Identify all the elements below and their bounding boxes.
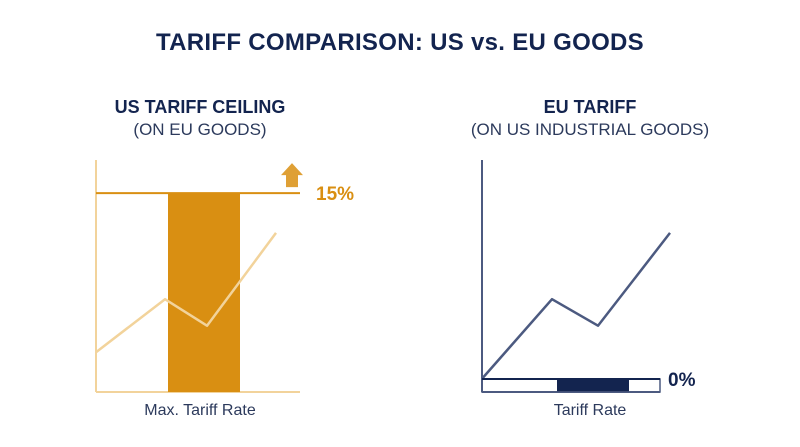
eu-x-axis-label: Tariff Rate xyxy=(553,402,627,419)
up-arrow-icon xyxy=(281,163,303,188)
us-trend-line xyxy=(95,232,278,354)
us-value-label: 15% xyxy=(316,184,354,205)
eu-trend-line xyxy=(481,232,671,380)
eu-value-label: 0% xyxy=(668,370,696,391)
us-panel-title: US TARIFF CEILING xyxy=(114,97,286,117)
eu-panel-title: EU TARIFF xyxy=(543,97,637,117)
us-x-axis-label: Max. Tariff Rate xyxy=(144,402,256,419)
eu-panel-subtitle: (ON US INDUSTRIAL GOODS) xyxy=(470,120,710,139)
us-bar xyxy=(168,193,240,392)
page-title: TARIFF COMPARISON: US vs. EU GOODS xyxy=(155,29,644,56)
us-panel-subtitle: (ON EU GOODS) xyxy=(133,120,267,139)
eu-bar xyxy=(557,379,629,392)
